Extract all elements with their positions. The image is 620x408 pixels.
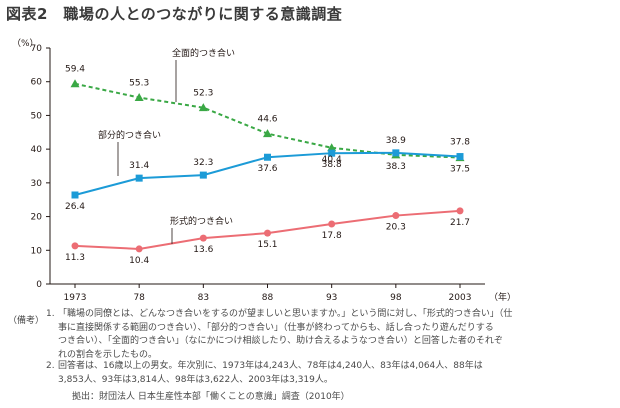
x-tick-label: 93	[326, 293, 337, 303]
data-label-full: 52.3	[193, 89, 213, 99]
x-tick-label: 83	[198, 293, 209, 303]
y-tick-label: 40	[31, 145, 43, 155]
data-point-formal	[199, 234, 207, 242]
x-axis-unit: （年）	[489, 291, 516, 303]
x-tick-label: 2003	[449, 293, 472, 303]
y-tick-label: 70	[31, 44, 43, 54]
y-tick-label: 60	[31, 78, 43, 88]
note-line: つき合い）、「全面的つき合い」（なにかにつけ相談したり、助け合えるようなつき合い…	[58, 336, 503, 346]
data-point-partial	[199, 171, 207, 179]
x-tick-label: 78	[133, 293, 145, 303]
data-label-partial: 37.6	[257, 164, 277, 174]
data-point-formal	[135, 245, 143, 253]
data-point-full	[134, 93, 144, 102]
data-point-formal	[328, 220, 336, 228]
series-name-partial: 部分的つき合い	[98, 129, 161, 141]
y-tick-label: 50	[31, 111, 43, 121]
y-tick-label: 30	[31, 179, 43, 189]
y-tick-label: 10	[31, 246, 43, 256]
data-label-formal: 21.7	[450, 218, 470, 228]
note-1-text: 「職場の同僚とは、どんなつき合いをするのが望ましいと思いますか。」という問に対し…	[58, 308, 512, 362]
data-label-full: 38.3	[386, 162, 406, 172]
y-tick-label: 0	[36, 280, 42, 290]
data-point-full	[327, 143, 337, 152]
notes-label: （備考）	[8, 316, 45, 326]
data-point-partial	[71, 191, 79, 199]
data-point-formal	[392, 212, 400, 220]
line-chart: 0 10 20 30 40 50 60 70（%） 1973 78 83 88 93 98 2003 （年） 5…	[12, 38, 516, 303]
data-label-formal: 10.4	[129, 256, 149, 266]
x-tick-label: 1973	[64, 293, 87, 303]
data-label-partial: 26.4	[65, 202, 85, 212]
data-label-partial: 38.9	[386, 136, 406, 146]
data-label-formal: 15.1	[257, 240, 277, 250]
data-label-partial: 38.8	[322, 160, 342, 170]
data-label-full: 37.5	[450, 165, 470, 175]
x-tick-label: 88	[262, 293, 274, 303]
data-point-formal	[456, 207, 464, 215]
figure-title: 図表2 職場の人とのつながりに関する意識調査	[6, 5, 343, 23]
data-label-partial: 31.4	[129, 161, 149, 171]
data-point-partial	[456, 153, 464, 161]
data-label-formal: 20.3	[386, 223, 406, 233]
data-label-formal: 11.3	[65, 253, 85, 263]
note-line: 回答者は、16歳以上の男女。年次別に、1973年は4,243人、78年は4,24…	[58, 361, 483, 371]
data-label-formal: 13.6	[193, 245, 213, 255]
data-point-partial	[264, 153, 271, 161]
data-point-formal	[71, 242, 79, 250]
data-point-partial	[392, 149, 400, 157]
y-tick-label: 20	[31, 213, 43, 223]
note-line: 事に直接関係する範囲のつき合い）、「部分的つき合い」（仕事が終わってからも、話し…	[58, 322, 494, 333]
data-point-partial	[135, 174, 143, 182]
series-name-full: 全面的つき合い	[172, 47, 235, 59]
data-label-full: 44.6	[257, 115, 277, 125]
note-2-text: 回答者は、16歳以上の男女。年次別に、1973年は4,243人、78年は4,24…	[58, 360, 483, 387]
data-label-full: 59.4	[65, 65, 85, 75]
data-point-full	[70, 79, 80, 88]
data-label-full: 40.4	[322, 155, 342, 165]
x-tick-label: 98	[390, 293, 402, 303]
note-line: 3,853人、93年は3,814人、98年は3,622人、2003年は3,319…	[58, 374, 333, 385]
data-label-partial: 37.8	[450, 138, 470, 148]
data-point-formal	[264, 229, 271, 237]
series-name-formal: 形式的つき合い	[170, 215, 233, 227]
data-label-partial: 32.3	[193, 158, 213, 168]
data-point-full	[198, 103, 208, 112]
note-line: れの割合を示したもの。	[58, 349, 158, 360]
note-number: 1.	[46, 309, 55, 319]
note-number: 2.	[46, 361, 55, 371]
data-point-partial	[328, 149, 336, 157]
data-label-full: 55.3	[129, 79, 149, 89]
data-label-formal: 17.8	[322, 231, 342, 241]
data-point-full	[263, 129, 272, 138]
source-credit: 拠出：財団法人 日本生産性本部「働くことの意識」調査（2010年）	[72, 392, 350, 402]
note-line: 「職場の同僚とは、どんなつき合いをするのが望ましいと思いますか。」という問に対し…	[58, 309, 513, 319]
y-axis-unit: （%）	[12, 38, 39, 49]
